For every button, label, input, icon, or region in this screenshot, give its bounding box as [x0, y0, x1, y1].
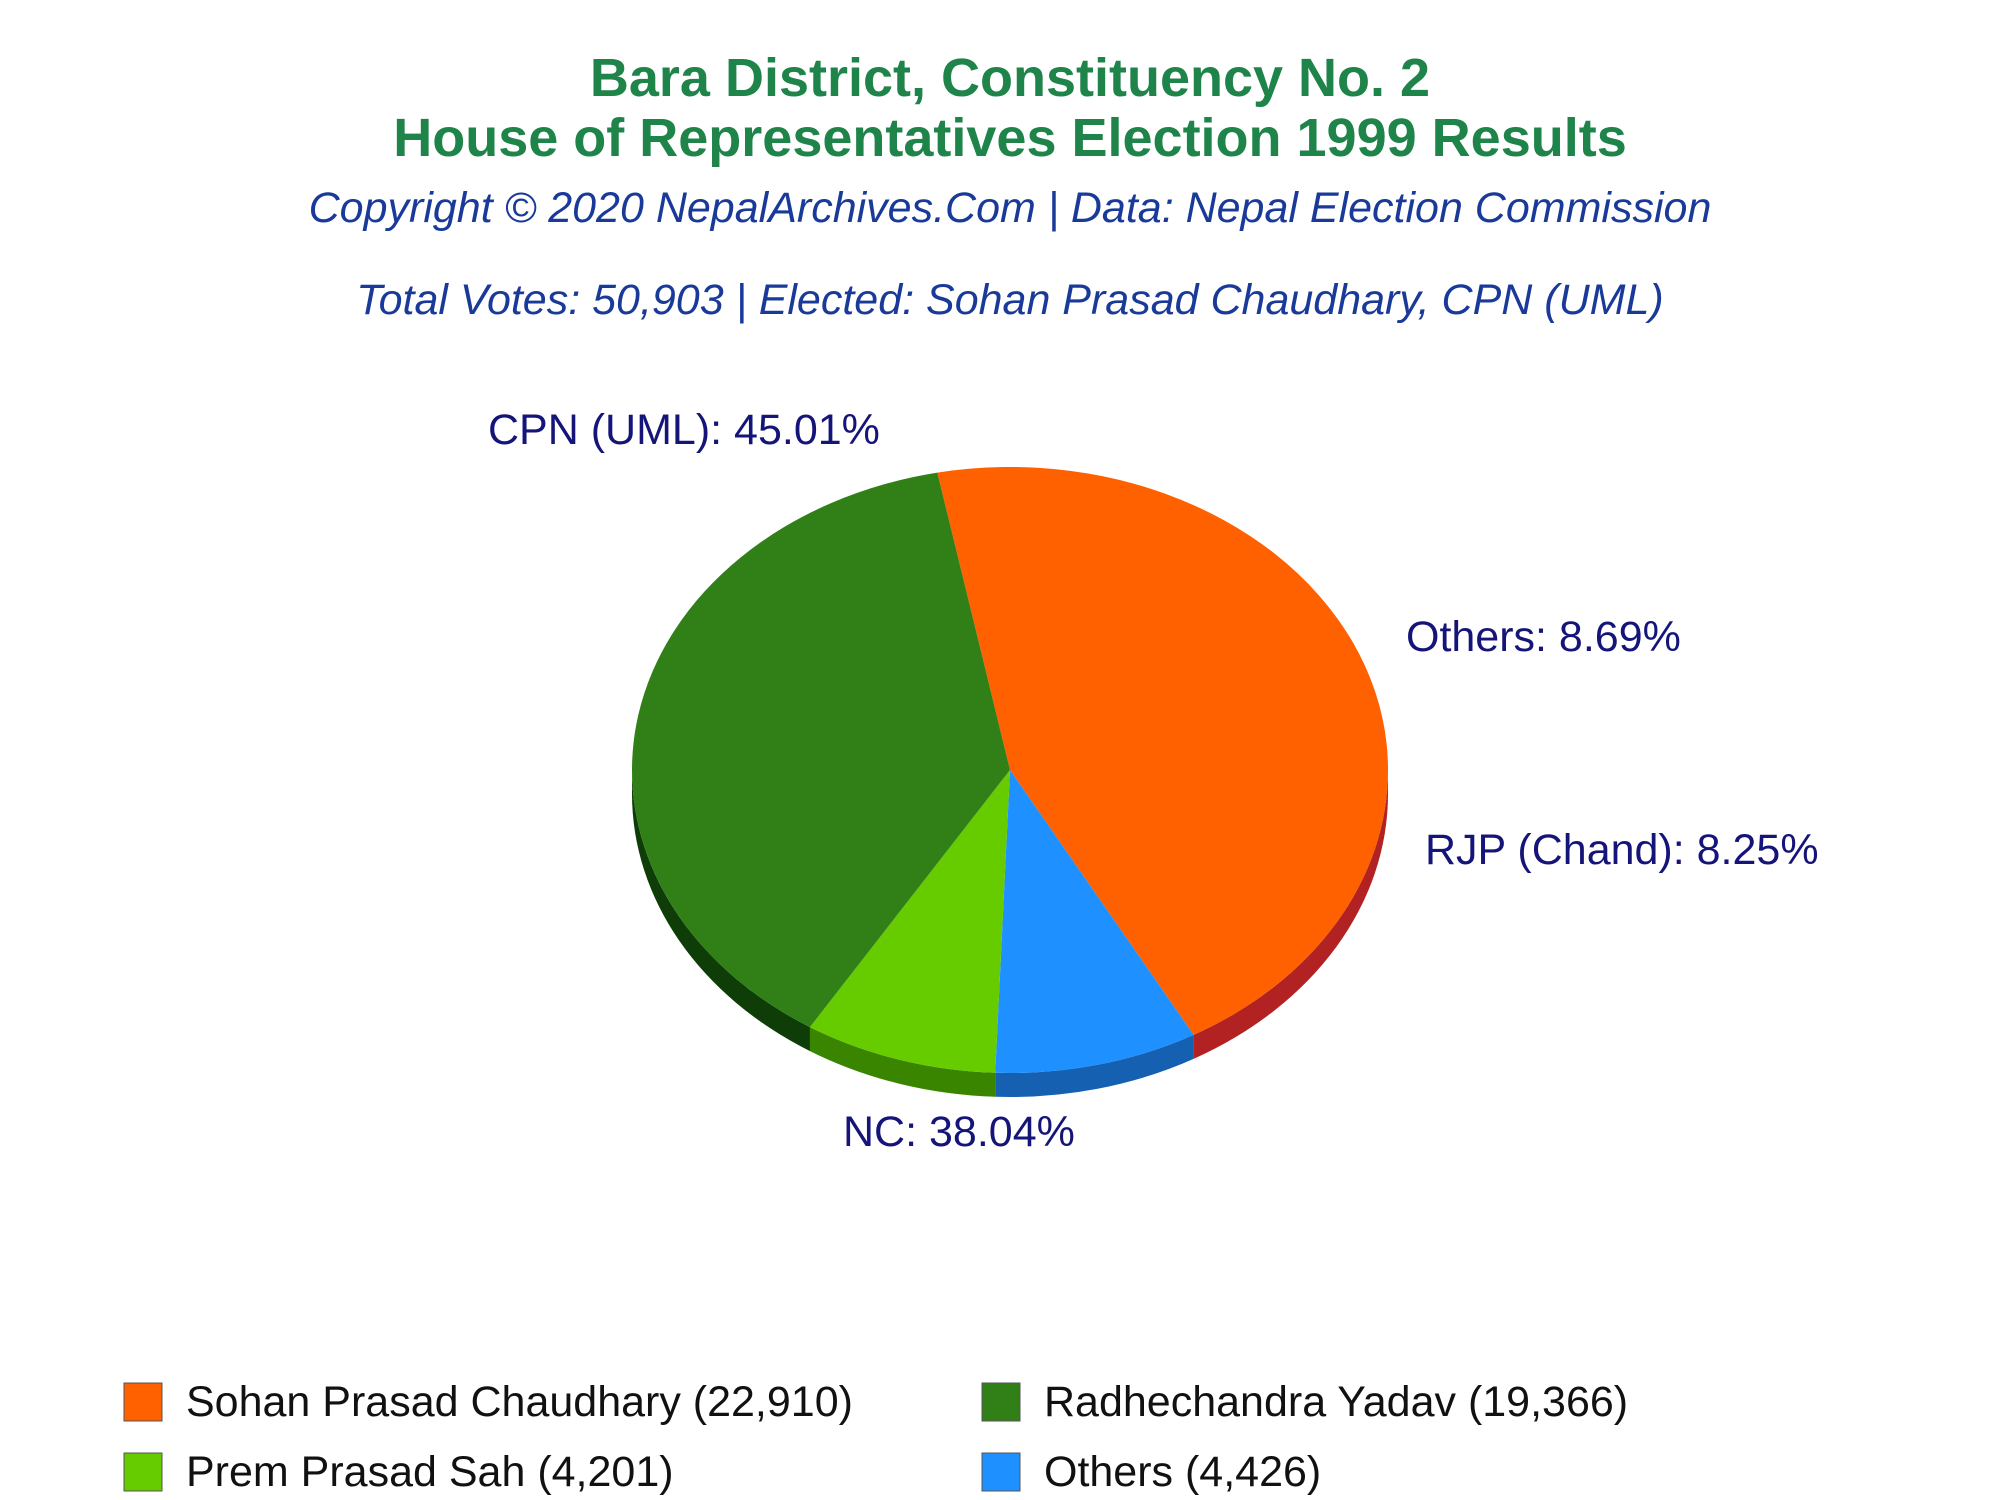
legend-swatch-3	[981, 1452, 1021, 1492]
pie-side-1-0	[632, 770, 810, 1052]
slice-label-1: NC: 38.04%	[843, 1108, 1075, 1156]
pie-side-2-0	[809, 1027, 996, 1097]
slice-label-2: RJP (Chand): 8.25%	[1425, 826, 1819, 874]
chart-title-line-2: House of Representatives Election 1999 R…	[393, 108, 1626, 168]
legend-swatch-1	[981, 1382, 1021, 1422]
chart-titles: Bara District, Constituency No. 2 House …	[309, 48, 1712, 324]
legend: Sohan Prasad Chaudhary (22,910) Radhechan…	[123, 1378, 1628, 1496]
pie-slice-2	[809, 770, 1010, 1073]
pie-slice-3	[995, 770, 1194, 1074]
legend-label-1: Radhechandra Yadav (19,366)	[1044, 1378, 1628, 1426]
chart-subtitle-summary: Total Votes: 50,903 | Elected: Sohan Pra…	[356, 276, 1663, 324]
chart-subtitle-copyright: Copyright © 2020 NepalArchives.Com | Dat…	[309, 184, 1712, 232]
legend-label-3: Others (4,426)	[1044, 1448, 1321, 1496]
legend-label-0: Sohan Prasad Chaudhary (22,910)	[186, 1378, 853, 1426]
pie-side-3-0	[995, 1034, 1194, 1098]
pie-side-0-0	[1193, 770, 1388, 1059]
slice-labels: CPN (UML): 45.01% NC: 38.04% RJP (Chand): …	[488, 406, 1819, 1156]
pie-3d-sides	[632, 770, 1388, 1098]
legend-label-2: Prem Prasad Sah (4,201)	[186, 1448, 674, 1496]
slice-label-0: CPN (UML): 45.01%	[488, 406, 880, 454]
pie-slice-0	[937, 466, 1389, 1035]
chart-title-line-1: Bara District, Constituency No. 2	[590, 48, 1430, 108]
legend-swatch-0	[123, 1382, 163, 1422]
legend-swatch-2	[123, 1452, 163, 1492]
pie-slice-1	[631, 472, 1010, 1028]
slice-label-3: Others: 8.69%	[1406, 613, 1681, 661]
pie-slices	[631, 466, 1389, 1074]
